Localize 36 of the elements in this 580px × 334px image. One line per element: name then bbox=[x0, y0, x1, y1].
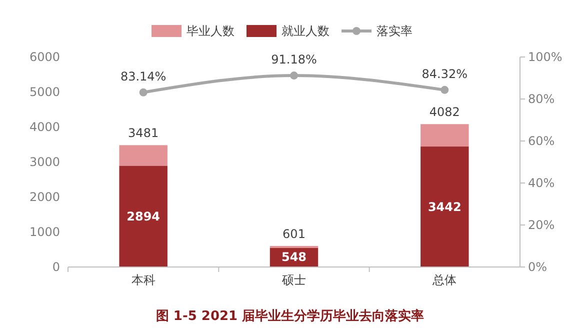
bar bbox=[119, 145, 168, 166]
legend-label: 落实率 bbox=[376, 24, 412, 38]
x-tick-label: 总体 bbox=[432, 273, 457, 287]
text: 图 1-5 2021 届毕业生分学历毕业去向落实率 bbox=[156, 308, 424, 324]
total-label: 3481 bbox=[128, 126, 159, 140]
y-tick-label: 0 bbox=[52, 260, 60, 274]
y-tick-label: 4000 bbox=[29, 120, 60, 134]
point bbox=[440, 86, 449, 94]
y-tick-label: 1000 bbox=[29, 225, 60, 239]
x-tick-label: 本科 bbox=[131, 273, 156, 287]
y2-tick-label: 0% bbox=[528, 260, 548, 274]
total-label: 601 bbox=[282, 226, 306, 241]
total-label: 4082 bbox=[429, 105, 460, 120]
y2-tick-label: 60% bbox=[528, 134, 555, 148]
legend-label: 毕业人数 bbox=[186, 24, 234, 38]
data-label: 3442 bbox=[428, 200, 462, 214]
point bbox=[139, 88, 148, 96]
bar bbox=[420, 146, 469, 267]
y2-tick-label: 100% bbox=[528, 50, 562, 64]
data-label: 91.18% bbox=[271, 52, 317, 67]
bar bbox=[420, 124, 469, 147]
point bbox=[290, 72, 298, 80]
y2-tick-label: 40% bbox=[528, 176, 555, 190]
y2-tick-label: 80% bbox=[528, 92, 555, 106]
data-label: 83.14% bbox=[120, 69, 166, 84]
y-tick-label: 3000 bbox=[29, 155, 60, 169]
x-tick-label: 硕士 bbox=[281, 273, 306, 287]
data-label: 548 bbox=[281, 250, 307, 264]
y2-tick-label: 20% bbox=[528, 218, 555, 232]
y-tick-label: 2000 bbox=[29, 190, 60, 204]
legend-label: 就业人数 bbox=[282, 24, 330, 38]
bar bbox=[119, 166, 168, 267]
data-label: 2894 bbox=[126, 209, 160, 224]
y-tick-label: 5000 bbox=[29, 85, 60, 99]
data-label: 84.32% bbox=[422, 66, 468, 81]
y-tick-label: 6000 bbox=[29, 50, 60, 64]
